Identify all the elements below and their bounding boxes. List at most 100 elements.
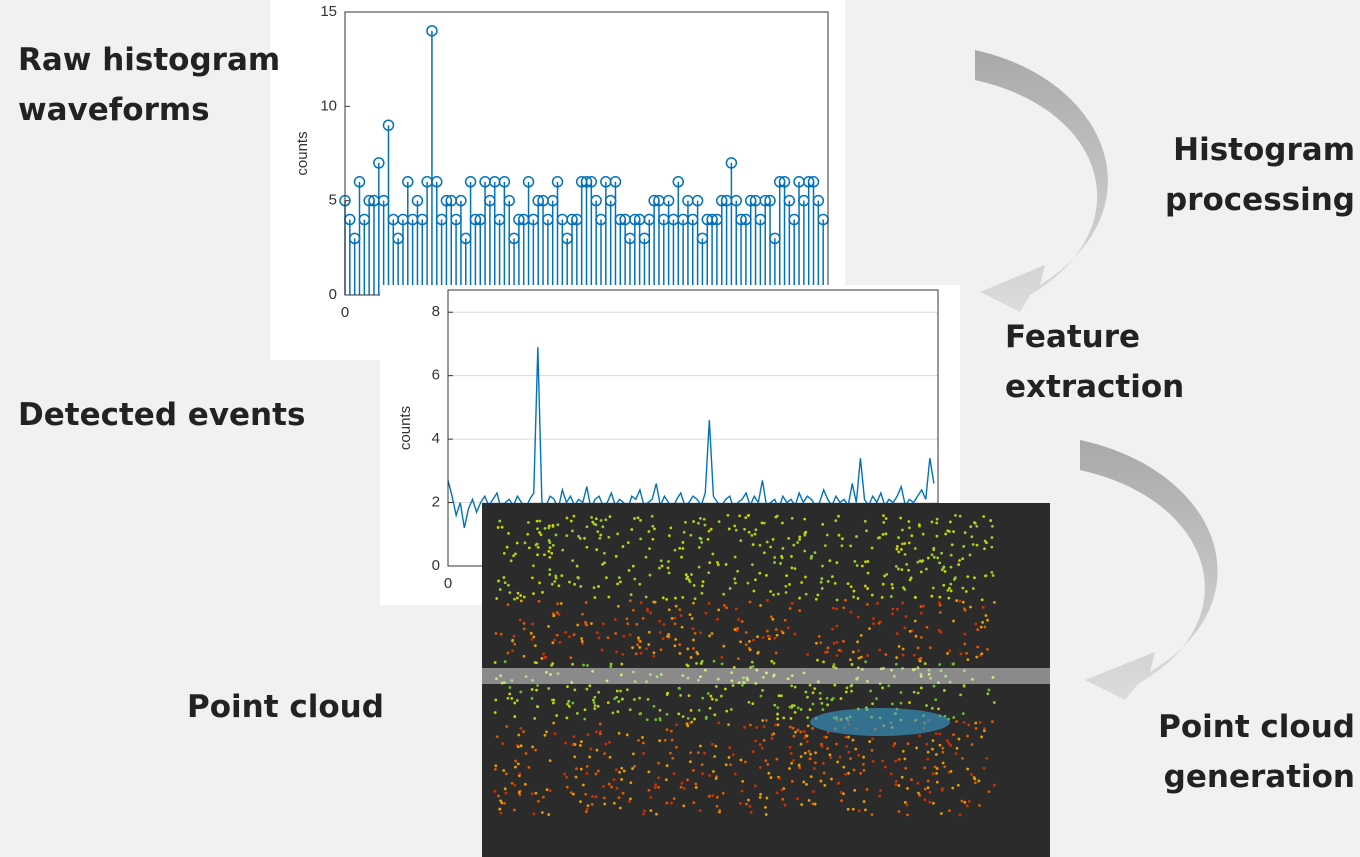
point (514, 552, 517, 555)
point (896, 608, 899, 611)
point (845, 745, 848, 748)
point (523, 622, 526, 625)
point (592, 699, 595, 702)
point (863, 800, 866, 803)
point (885, 532, 888, 535)
point (968, 800, 971, 803)
point (571, 559, 574, 562)
point (964, 531, 967, 534)
point (725, 763, 728, 766)
point (735, 607, 738, 610)
point (821, 587, 824, 590)
point (544, 734, 547, 737)
point (517, 734, 520, 737)
point (513, 635, 516, 638)
point (638, 583, 641, 586)
point (716, 796, 719, 799)
point (751, 661, 754, 664)
point (805, 783, 808, 786)
point (708, 774, 711, 777)
point (666, 764, 669, 767)
point (597, 705, 600, 708)
point (952, 716, 955, 719)
point (847, 582, 850, 585)
point (881, 687, 884, 690)
point (881, 596, 884, 599)
point (815, 642, 818, 645)
point (764, 806, 767, 809)
point (820, 780, 823, 783)
point (841, 537, 844, 540)
point (591, 521, 594, 524)
point (713, 755, 716, 758)
point (675, 605, 678, 608)
point (586, 664, 589, 667)
y-tick-label: 0 (432, 557, 440, 574)
point (511, 782, 514, 785)
point (662, 637, 665, 640)
point (899, 517, 902, 520)
point (832, 607, 835, 610)
point (931, 595, 934, 598)
point (602, 785, 605, 788)
point (831, 575, 834, 578)
point (542, 653, 545, 656)
point (507, 652, 510, 655)
point (648, 547, 651, 550)
point (573, 515, 576, 518)
horizon-glare (482, 668, 1050, 684)
point (654, 601, 657, 604)
point (898, 810, 901, 813)
point (809, 757, 812, 760)
point (497, 526, 500, 529)
point (694, 597, 697, 600)
point (713, 660, 716, 663)
point (654, 718, 657, 721)
point (554, 574, 557, 577)
point (936, 781, 939, 784)
point (917, 792, 920, 795)
point (708, 561, 711, 564)
point (762, 636, 765, 639)
point (918, 523, 921, 526)
point (705, 717, 708, 720)
point (528, 766, 531, 769)
point (680, 786, 683, 789)
point (976, 544, 979, 547)
point (855, 535, 858, 538)
point (842, 640, 845, 643)
point (613, 802, 616, 805)
point (940, 812, 943, 815)
point (920, 636, 923, 639)
point (660, 648, 663, 651)
point (524, 783, 527, 786)
point (986, 692, 989, 695)
point (548, 573, 551, 576)
point (536, 543, 539, 546)
point (670, 802, 673, 805)
point (807, 725, 810, 728)
point (497, 580, 500, 583)
point (815, 598, 818, 601)
point (684, 521, 687, 524)
point (952, 620, 955, 623)
point (678, 547, 681, 550)
point (626, 688, 629, 691)
point (896, 545, 899, 548)
point (588, 684, 591, 687)
point (520, 600, 523, 603)
point (598, 537, 601, 540)
point (793, 735, 796, 738)
point (740, 759, 743, 762)
point (679, 694, 682, 697)
point (511, 649, 514, 652)
point (876, 602, 879, 605)
point (891, 583, 894, 586)
point (505, 792, 508, 795)
point (755, 528, 758, 531)
point (532, 592, 535, 595)
point (923, 798, 926, 801)
point (990, 571, 993, 574)
point (983, 626, 986, 629)
point (551, 662, 554, 665)
